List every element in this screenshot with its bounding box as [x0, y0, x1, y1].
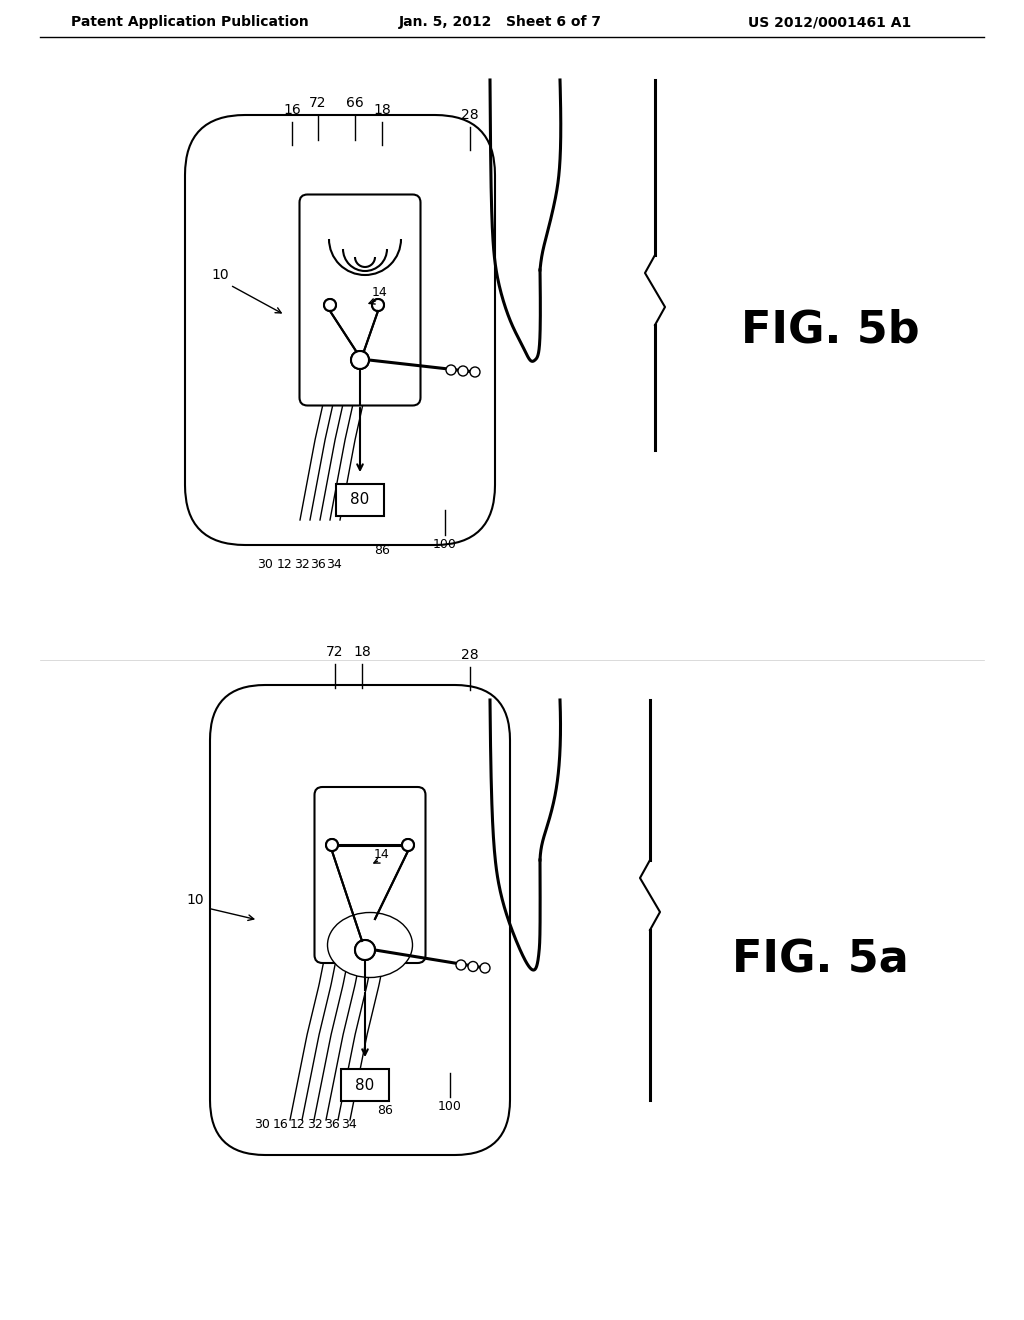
FancyBboxPatch shape: [299, 194, 421, 405]
Text: 86: 86: [374, 544, 390, 557]
Circle shape: [372, 300, 384, 312]
Circle shape: [468, 961, 478, 972]
Text: FIG. 5b: FIG. 5b: [740, 309, 920, 351]
Text: 100: 100: [438, 1101, 462, 1114]
Circle shape: [351, 351, 369, 370]
Text: 18: 18: [373, 103, 391, 117]
Circle shape: [372, 300, 384, 312]
Text: 72: 72: [327, 645, 344, 659]
Text: 100: 100: [433, 539, 457, 552]
Text: 18: 18: [353, 645, 371, 659]
Circle shape: [402, 840, 414, 851]
Circle shape: [326, 840, 338, 851]
Text: 30: 30: [254, 1118, 270, 1131]
Text: Jan. 5, 2012   Sheet 6 of 7: Jan. 5, 2012 Sheet 6 of 7: [398, 15, 601, 29]
Text: 36: 36: [325, 1118, 340, 1131]
Text: 36: 36: [310, 558, 326, 572]
Text: 80: 80: [355, 1077, 375, 1093]
Text: US 2012/0001461 A1: US 2012/0001461 A1: [749, 15, 911, 29]
Text: 30: 30: [257, 558, 273, 572]
Text: 66: 66: [346, 96, 364, 110]
Text: Patent Application Publication: Patent Application Publication: [71, 15, 309, 29]
Bar: [336, 484, 384, 516]
Text: 72: 72: [309, 96, 327, 110]
Ellipse shape: [328, 912, 413, 978]
Text: 34: 34: [326, 558, 342, 572]
Text: 14: 14: [372, 285, 388, 298]
Circle shape: [324, 300, 336, 312]
Circle shape: [402, 840, 414, 851]
Text: 16: 16: [283, 103, 301, 117]
Text: 28: 28: [461, 648, 479, 663]
Circle shape: [355, 940, 375, 960]
Text: 32: 32: [294, 558, 310, 572]
Circle shape: [326, 840, 338, 851]
Text: 12: 12: [278, 558, 293, 572]
Circle shape: [446, 366, 456, 375]
Text: 14: 14: [374, 849, 390, 862]
Text: 80: 80: [350, 492, 370, 507]
FancyBboxPatch shape: [314, 787, 426, 964]
Text: 16: 16: [273, 1118, 289, 1131]
Text: 12: 12: [290, 1118, 306, 1131]
Circle shape: [355, 940, 375, 960]
Bar: [341, 1069, 389, 1101]
Circle shape: [351, 351, 369, 370]
Circle shape: [458, 366, 468, 376]
Text: 10: 10: [211, 268, 228, 282]
Ellipse shape: [310, 310, 410, 389]
Text: 34: 34: [341, 1118, 357, 1131]
Text: 10: 10: [186, 894, 204, 907]
Circle shape: [480, 964, 490, 973]
Circle shape: [324, 300, 336, 312]
Text: FIG. 5a: FIG. 5a: [731, 939, 908, 982]
Text: 28: 28: [461, 108, 479, 121]
Circle shape: [456, 960, 466, 970]
Circle shape: [470, 367, 480, 378]
Text: 32: 32: [307, 1118, 323, 1131]
Text: 86: 86: [377, 1104, 393, 1117]
